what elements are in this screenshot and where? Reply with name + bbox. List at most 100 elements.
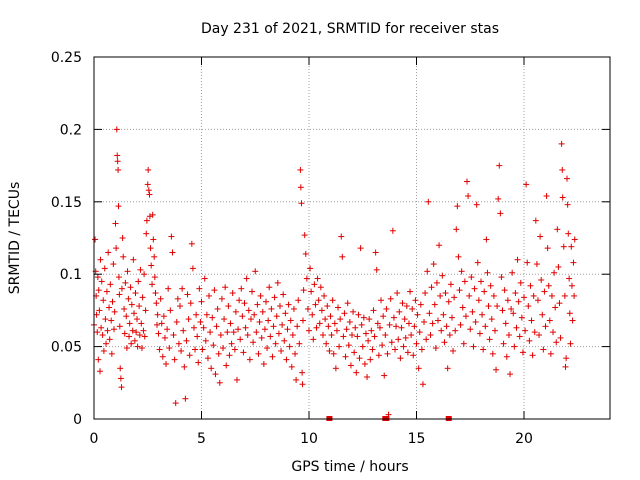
data-point: [152, 290, 159, 297]
data-point: [349, 332, 355, 339]
y-tick-label: 0.05: [51, 340, 82, 356]
axis-ticks: 0 0.05 0.1 0.15 0.2 0.25 0 5 10 15 20: [51, 50, 610, 447]
data-point: [190, 324, 197, 331]
data-point: [197, 318, 204, 325]
data-point: [121, 305, 128, 312]
data-point: [499, 307, 506, 314]
data-point: [568, 243, 575, 250]
data-point: [141, 333, 148, 340]
data-point: [389, 227, 396, 234]
data-point: [94, 274, 101, 281]
data-point: [261, 326, 268, 333]
data-point: [489, 350, 496, 357]
data-point: [103, 340, 110, 347]
data-point: [100, 297, 107, 304]
data-point: [509, 269, 516, 276]
data-point: [264, 345, 271, 352]
data-point: [488, 316, 495, 323]
data-point: [287, 317, 294, 324]
data-point: [211, 287, 218, 294]
data-point: [299, 369, 306, 376]
data-point: [515, 298, 522, 305]
data-point: [456, 287, 463, 294]
data-point: [107, 281, 114, 288]
data-point: [403, 303, 410, 310]
data-point: [357, 245, 364, 252]
data-point: [292, 350, 299, 357]
data-point: [419, 381, 426, 388]
data-point: [342, 353, 349, 360]
data-point: [521, 294, 527, 301]
data-point: [173, 318, 180, 325]
data-point: [279, 321, 286, 328]
data-point: [524, 259, 531, 266]
data-point: [193, 311, 200, 318]
data-point: [282, 310, 289, 317]
data-point: [451, 294, 458, 301]
data-point: [404, 349, 411, 356]
data-point: [397, 355, 404, 362]
data-point: [501, 287, 508, 294]
data-point: [408, 332, 415, 339]
data-point: [130, 310, 137, 317]
data-point: [204, 355, 211, 362]
data-point: [410, 352, 417, 359]
data-point: [359, 343, 366, 350]
data-point: [559, 166, 566, 173]
data-point: [129, 327, 136, 334]
data-point: [222, 284, 229, 291]
data-point: [102, 316, 109, 323]
data-point: [485, 303, 492, 310]
data-point: [344, 300, 351, 307]
data-point: [161, 334, 168, 341]
data-point: [260, 360, 267, 367]
data-point: [123, 313, 130, 320]
data-point: [95, 287, 102, 294]
data-point: [375, 352, 382, 359]
data-point: [559, 194, 566, 201]
data-point: [361, 360, 368, 367]
data-point: [567, 340, 574, 347]
data-point: [329, 297, 336, 304]
data-point: [194, 333, 201, 340]
data-point: [301, 232, 308, 239]
data-point: [429, 320, 436, 327]
data-point: [402, 334, 409, 341]
data-point: [302, 250, 309, 257]
data-point: [171, 356, 178, 363]
data-point: [314, 275, 321, 282]
data-point: [332, 365, 339, 372]
data-point: [324, 303, 331, 310]
data-point: [533, 261, 540, 268]
data-point: [433, 279, 440, 286]
data-point: [358, 321, 365, 328]
data-point: [253, 329, 260, 336]
data-point: [338, 233, 345, 240]
data-point: [543, 193, 550, 200]
data-point: [511, 343, 518, 350]
data-point: [560, 243, 567, 250]
x-tick-label: 20: [515, 431, 533, 447]
data-point: [551, 269, 558, 276]
data-point: [118, 285, 125, 292]
data-point: [169, 249, 176, 256]
data-point: [108, 350, 115, 357]
data-point: [165, 285, 172, 292]
data-point: [347, 362, 354, 369]
data-point: [367, 356, 374, 363]
y-tick-label: 0.25: [51, 50, 82, 66]
data-point: [284, 326, 291, 333]
data-point: [393, 323, 400, 330]
data-point: [507, 371, 514, 378]
data-point: [249, 288, 256, 295]
data-point: [132, 290, 139, 297]
data-point: [550, 329, 557, 336]
data-point: [469, 308, 476, 315]
data-point: [158, 320, 165, 327]
data-point: [415, 365, 422, 372]
data-point: [497, 210, 504, 217]
data-point: [439, 272, 446, 279]
data-point: [92, 236, 99, 243]
data-point: [98, 324, 105, 331]
data-point: [471, 285, 478, 292]
